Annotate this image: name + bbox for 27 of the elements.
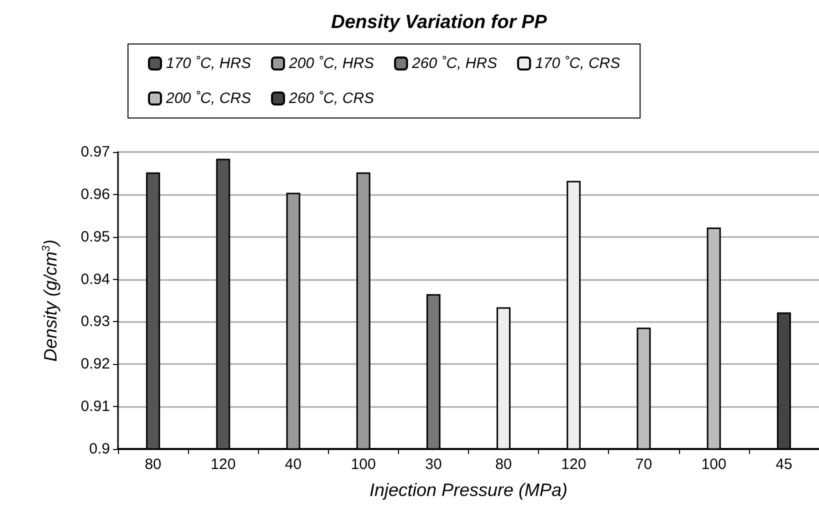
legend-label: 260 ˚C, CRS bbox=[288, 90, 374, 107]
y-tick-label: 0.97 bbox=[80, 144, 110, 160]
y-tick-label: 0.91 bbox=[80, 398, 110, 416]
x-tick-label: 80 bbox=[144, 456, 162, 473]
x-tick-label: 30 bbox=[425, 456, 442, 473]
x-tick-label: 100 bbox=[350, 456, 376, 473]
y-tick-label: 0.9 bbox=[89, 440, 110, 458]
y-tick-label: 0.94 bbox=[80, 270, 110, 288]
y-axis-title: Density (g/cm3) bbox=[40, 239, 60, 362]
x-tick-label: 80 bbox=[495, 456, 512, 473]
legend-label: 200 ˚C, CRS bbox=[165, 90, 252, 107]
x-axis-title: Injection Pressure (MPa) bbox=[369, 480, 568, 500]
y-tick-label: 0.95 bbox=[80, 228, 110, 246]
y-tick-label: 0.93 bbox=[80, 313, 110, 330]
legend-label: 260 ˚C, HRS bbox=[411, 55, 498, 72]
x-tick-label: 100 bbox=[701, 456, 726, 473]
x-tick-label: 70 bbox=[635, 456, 652, 473]
y-tick-label: 0.96 bbox=[80, 186, 110, 203]
y-tick-label: 0.92 bbox=[80, 356, 110, 373]
x-tick-label: 45 bbox=[776, 456, 792, 473]
x-tick-label: 120 bbox=[561, 456, 586, 473]
legend-label: 170 ˚C, HRS bbox=[166, 55, 252, 72]
chart-title: Density Variation for PP bbox=[331, 12, 548, 33]
x-tick-label: 120 bbox=[210, 456, 236, 473]
legend-label: 170 ˚C, CRS bbox=[535, 55, 620, 72]
x-tick-label: 40 bbox=[284, 456, 302, 473]
legend-label: 200 ˚C, HRS bbox=[288, 55, 374, 72]
